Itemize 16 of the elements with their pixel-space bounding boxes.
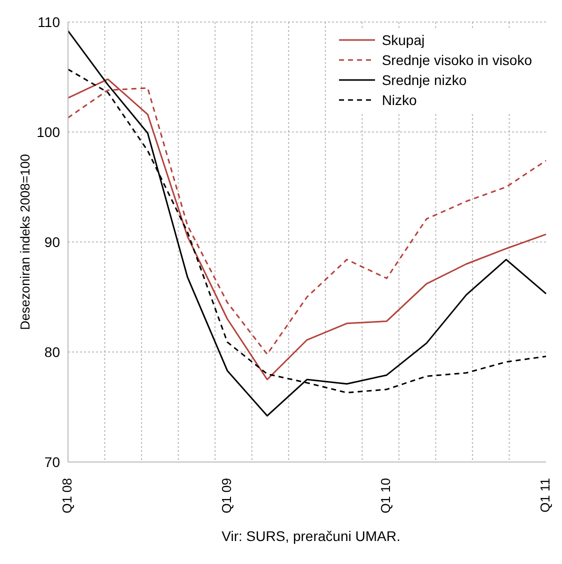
y-tick-label: 110 (38, 14, 60, 30)
y-tick-label: 80 (44, 344, 60, 360)
legend-label: Skupaj (382, 31, 425, 50)
y-tick-label: 90 (44, 234, 60, 250)
x-tick-label: Q1 11 (537, 478, 552, 512)
y-tick-label: 70 (44, 454, 60, 470)
text: Vir: SURS, preračuni UMAR. (220, 528, 402, 544)
legend-label: Nizko (382, 91, 417, 110)
x-tick-label: Q1 10 (378, 478, 394, 514)
legend-label: Srednje nizko (382, 71, 467, 90)
y-axis-title: Desezoniran indeks 2008=100 (18, 154, 33, 330)
legend-label: Srednje visoko in visoko (382, 51, 532, 70)
y-tick-label: 100 (36, 124, 60, 140)
line-series (67, 30, 547, 417)
x-tick-label: Q1 09 (218, 478, 234, 514)
x-tick-label: Q1 08 (59, 478, 74, 514)
